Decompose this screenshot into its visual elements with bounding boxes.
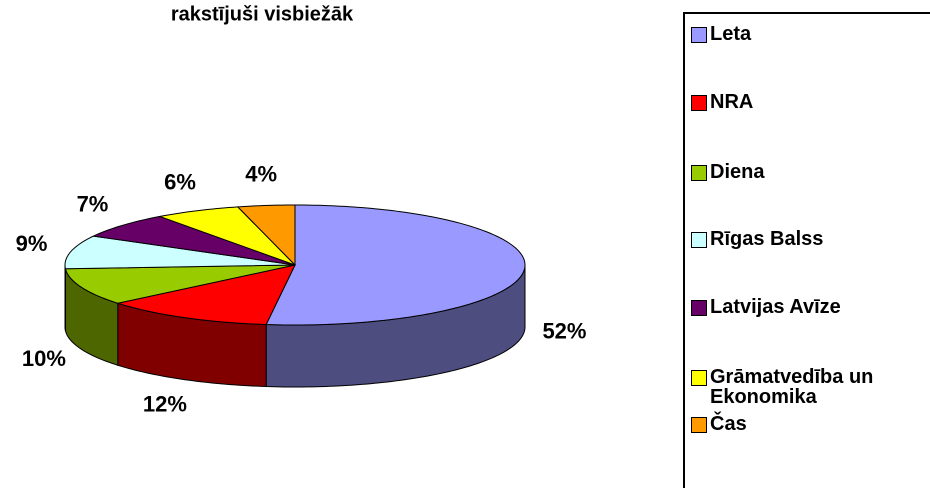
legend-entry: NRA (691, 92, 921, 112)
legend-entry: Diena (691, 162, 921, 182)
slice (64, 235, 296, 270)
legend-swatch (691, 417, 707, 433)
slice (115, 264, 296, 326)
legend-label: Grāmatvedība un Ekonomika (710, 366, 874, 408)
legend-swatch (691, 300, 707, 316)
slice (91, 215, 296, 266)
slice (157, 206, 296, 266)
slice (265, 204, 526, 326)
chart-title: rakstījuši visbiežāk (171, 3, 354, 25)
legend-entry: Grāmatvedība un Ekonomika (691, 367, 921, 407)
legend-entry: Latvijas Avīze (691, 297, 921, 317)
legend-swatch (691, 165, 707, 181)
data-label: 7% (77, 191, 109, 216)
legend-swatch (691, 95, 707, 111)
legend-label: NRA (710, 91, 754, 113)
legend-label: Čas (710, 413, 747, 435)
data-label: 12% (143, 392, 187, 417)
legend: Leta NRA Diena Rīgas Balss Latvijas Avīze Grā… (683, 12, 930, 488)
legend-label: Latvijas Avīze (710, 296, 841, 318)
legend-swatch (691, 370, 707, 386)
legend-swatch (691, 27, 707, 43)
legend-entry: Čas (691, 414, 921, 434)
data-label: 4% (245, 162, 277, 187)
data-label: 6% (164, 169, 196, 194)
legend-label: Rīgas Balss (710, 228, 824, 250)
data-label: 52% (542, 318, 586, 343)
legend-entry: Rīgas Balss (691, 229, 921, 249)
legend-entry: Leta (691, 24, 921, 44)
data-label: 9% (16, 231, 48, 256)
legend-label: Diena (710, 161, 765, 183)
legend-swatch (691, 232, 707, 248)
slice (236, 204, 296, 267)
legend-label: Leta (710, 23, 752, 45)
chart: rakstījuši visbiežāk 52% 12% 10% 9% 7% 6% 4% (16, 3, 587, 417)
slice (64, 264, 296, 304)
data-label: 10% (22, 346, 66, 371)
